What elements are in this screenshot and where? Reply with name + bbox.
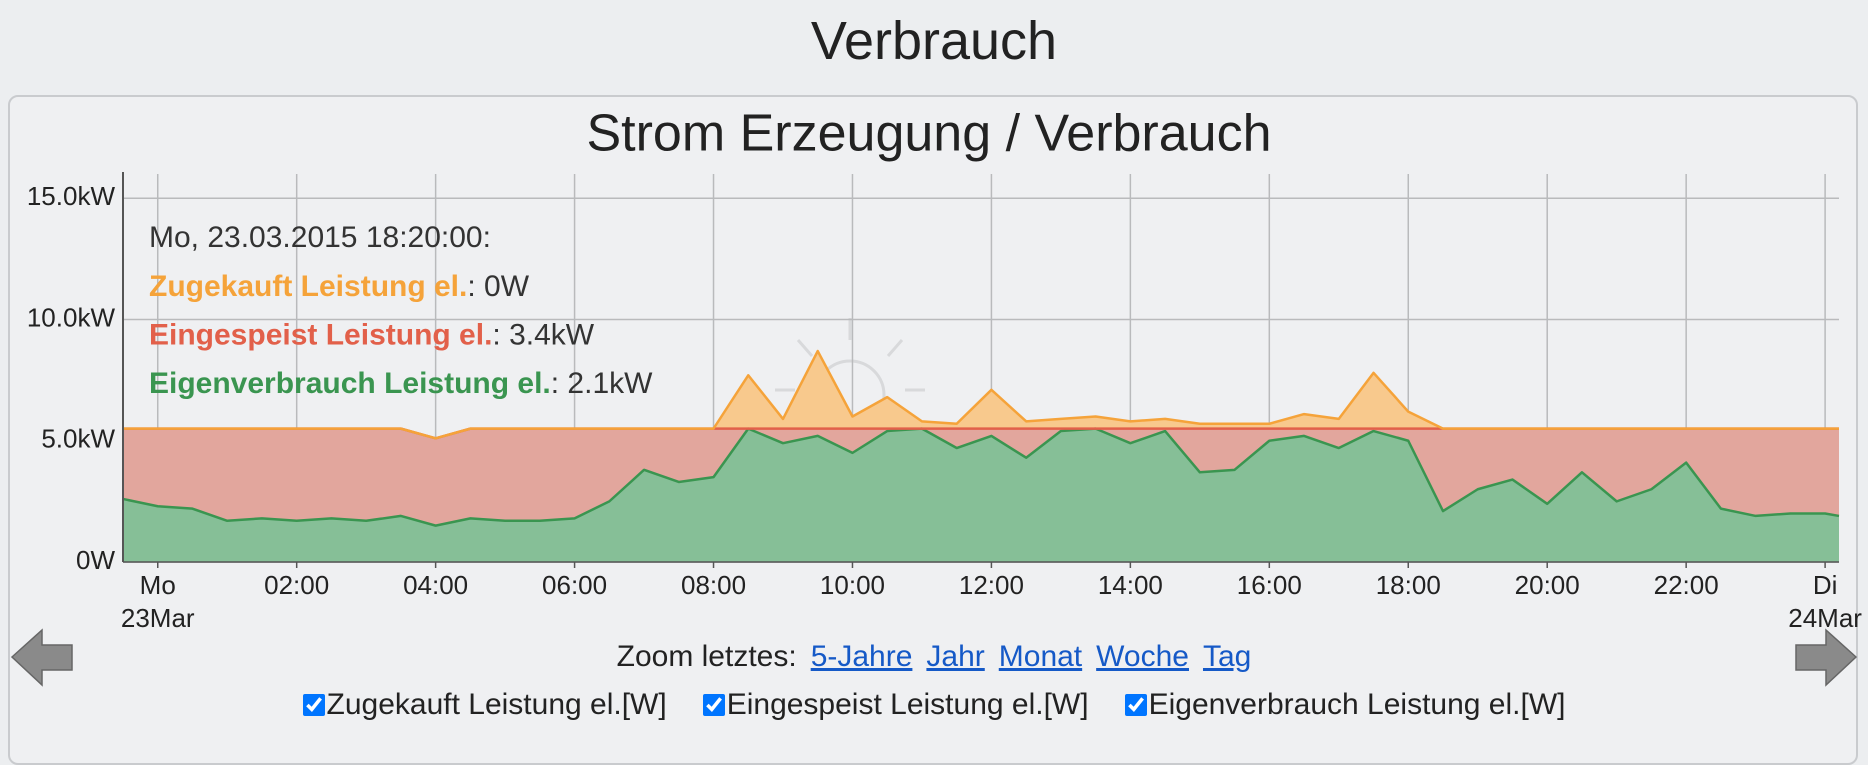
- y-tick-label: 10.0kW: [27, 302, 116, 332]
- x-tick-label: Mo: [140, 570, 176, 600]
- area-fill: [123, 428, 1839, 562]
- zoom-link[interactable]: Jahr: [926, 640, 985, 673]
- x-tick-label: Di: [1813, 570, 1838, 600]
- y-tick-label: 0W: [76, 545, 115, 575]
- area-fill: [123, 351, 1839, 439]
- x-tick-label: 12:00: [959, 570, 1024, 600]
- legend-checkbox[interactable]: [302, 694, 325, 716]
- x-tick-label: 16:00: [1237, 570, 1302, 600]
- x-tick-label: 04:00: [403, 570, 468, 600]
- x-tick-label: 20:00: [1515, 570, 1580, 600]
- zoom-link[interactable]: Monat: [998, 640, 1083, 673]
- legend-label: Eingespeist Leistung el.[W]: [726, 688, 1089, 721]
- legend-item[interactable]: Zugekauft Leistung el.[W]: [302, 688, 667, 722]
- tooltip-row: Eingespeist Leistung el.: 3.4kW: [149, 318, 595, 351]
- legend: Zugekauft Leistung el.[W] Eingespeist Lei…: [0, 688, 1868, 722]
- x-tick-label: 10:00: [820, 570, 885, 600]
- zoom-link[interactable]: Woche: [1096, 640, 1189, 673]
- tooltip: Mo, 23.03.2015 18:20:00: Zugekauft Leistu…: [149, 221, 653, 400]
- page-title: Verbrauch: [810, 11, 1058, 71]
- x-tick-label: 23Mar: [121, 603, 195, 633]
- tooltip-series-name: Eingespeist Leistung el.: [149, 318, 492, 351]
- legend-label: Eigenverbrauch Leistung el.[W]: [1148, 688, 1566, 721]
- tooltip-title: Mo, 23.03.2015 18:20:00:: [149, 221, 491, 254]
- tooltip-value: : 3.4kW: [492, 318, 594, 351]
- x-tick-label: 02:00: [264, 570, 329, 600]
- tooltip-series-name: Zugekauft Leistung el.: [149, 270, 467, 303]
- chart-title: Strom Erzeugung / Verbrauch: [586, 105, 1271, 163]
- x-tick-label: 22:00: [1654, 570, 1719, 600]
- zoom-label: Zoom letztes:: [616, 640, 797, 673]
- previous-arrow[interactable]: [10, 628, 73, 687]
- legend-checkbox[interactable]: [702, 694, 725, 716]
- x-tick-label: 06:00: [542, 570, 607, 600]
- area-line: [123, 349, 1839, 440]
- area-line: [122, 427, 1840, 527]
- x-tick-label: 18:00: [1376, 570, 1441, 600]
- zoom-link[interactable]: Tag: [1202, 640, 1252, 673]
- tooltip-value: : 2.1kW: [551, 367, 653, 400]
- y-tick-label: 5.0kW: [41, 424, 115, 454]
- area-fill: [123, 428, 1839, 526]
- zoom-row: Zoom letztes: 5-Jahre Jahr Monat Woche Tag: [0, 640, 1868, 674]
- legend-item[interactable]: Eigenverbrauch Leistung el.[W]: [1124, 688, 1566, 722]
- tooltip-row: Zugekauft Leistung el.: 0W: [149, 270, 530, 303]
- x-tick-label: 08:00: [681, 570, 746, 600]
- x-tick-label: 24Mar: [1788, 603, 1862, 633]
- next-arrow[interactable]: [1795, 628, 1858, 687]
- x-tick-label: 14:00: [1098, 570, 1163, 600]
- legend-checkbox[interactable]: [1124, 694, 1147, 716]
- y-tick-label: 15.0kW: [27, 181, 116, 211]
- tooltip-series-name: Eigenverbrauch Leistung el.: [149, 367, 551, 400]
- legend-label: Zugekauft Leistung el.[W]: [326, 688, 667, 721]
- zoom-link[interactable]: 5-Jahre: [810, 640, 913, 673]
- legend-item[interactable]: Eingespeist Leistung el.[W]: [702, 688, 1089, 722]
- tooltip-value: : 0W: [467, 270, 529, 303]
- tooltip-row: Eigenverbrauch Leistung el.: 2.1kW: [149, 367, 653, 400]
